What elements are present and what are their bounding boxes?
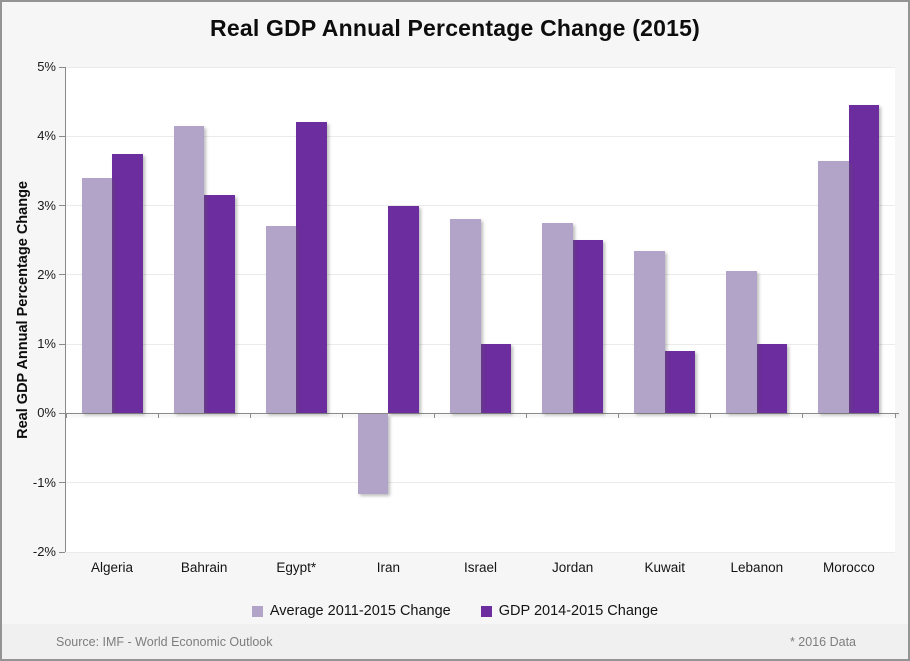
y-axis-title: Real GDP Annual Percentage Change xyxy=(15,180,31,439)
category-label-iran: Iran xyxy=(376,560,401,575)
category-label-algeria: Algeria xyxy=(91,560,134,575)
bar-gdp-israel xyxy=(480,344,511,414)
y-tick-label: 4% xyxy=(37,128,56,144)
y-gridline xyxy=(66,551,895,553)
category-label-morocco: Morocco xyxy=(823,560,875,575)
bar-gdp-bahrain xyxy=(204,195,235,414)
category-label-israel: Israel xyxy=(463,560,497,575)
bar-gdp-jordan xyxy=(572,240,604,414)
bar-average-morocco xyxy=(818,160,849,414)
bar-average-lebanon xyxy=(726,271,757,414)
y-tick-label: 2% xyxy=(37,266,56,282)
bar-average-iran xyxy=(357,413,389,494)
y-gridline xyxy=(66,482,895,484)
footer: Source: IMF - World Economic Outlook * 2… xyxy=(2,624,908,659)
y-axis-tick xyxy=(59,135,65,137)
zero-axis-line xyxy=(66,412,899,414)
y-tick-label: 1% xyxy=(37,336,56,352)
bar-gdp-kuwait xyxy=(664,351,696,414)
y-gridline xyxy=(66,205,895,207)
bar-average-jordan xyxy=(542,222,573,414)
legend-swatch xyxy=(251,605,263,617)
plot-area xyxy=(59,66,899,553)
y-gridline xyxy=(66,274,895,276)
bar-average-algeria xyxy=(81,177,113,414)
y-axis-tick xyxy=(59,343,65,345)
category-label-bahrain: Bahrain xyxy=(180,560,228,575)
y-axis-tick xyxy=(59,274,65,276)
legend: Average 2011-2015 Change GDP 2014-2015 Ch… xyxy=(2,603,908,619)
asterisk-note: * 2016 Data xyxy=(789,634,856,649)
bar-gdp-iran xyxy=(388,205,419,414)
legend-item: Average 2011-2015 Change xyxy=(251,603,451,619)
x-axis-tick xyxy=(157,413,159,419)
y-axis-tick xyxy=(59,205,65,207)
category-label-kuwait: Kuwait xyxy=(644,560,685,575)
y-axis-tick xyxy=(59,412,65,414)
source-note: Source: IMF - World Economic Outlook xyxy=(56,634,273,649)
x-axis-tick xyxy=(710,413,712,419)
y-tick-label: 0% xyxy=(37,405,56,421)
y-tick-label: 5% xyxy=(37,59,56,74)
y-tick-label: -1% xyxy=(32,474,56,490)
y-tick-label: 3% xyxy=(37,197,56,213)
x-axis-tick xyxy=(66,413,67,419)
bar-gdp-egypt xyxy=(296,122,327,414)
x-axis-tick xyxy=(802,413,804,419)
x-axis-tick xyxy=(249,413,251,419)
chart-title: Real GDP Annual Percentage Change (2015) xyxy=(210,15,700,41)
y-gridline xyxy=(66,135,895,137)
category-label-egypt: Egypt* xyxy=(276,560,317,575)
y-axis-tick xyxy=(59,482,65,484)
legend-item: GDP 2014-2015 Change xyxy=(480,603,659,619)
legend-label: Average 2011-2015 Change xyxy=(269,603,451,619)
y-gridline xyxy=(66,66,895,68)
x-axis-tick xyxy=(433,413,435,419)
bar-average-egypt xyxy=(265,226,297,414)
bar-gdp-morocco xyxy=(848,105,880,414)
legend-swatch xyxy=(480,605,492,617)
y-axis-tick xyxy=(59,66,65,68)
legend-label: GDP 2014-2015 Change xyxy=(498,603,659,619)
y-axis-line xyxy=(65,67,66,552)
x-axis-tick xyxy=(526,413,528,419)
x-axis-tick xyxy=(618,413,620,419)
category-label-jordan: Jordan xyxy=(551,560,594,575)
y-tick-label: -2% xyxy=(32,544,56,559)
bar-average-kuwait xyxy=(634,250,665,414)
category-label-lebanon: Lebanon xyxy=(730,560,784,575)
y-axis-tick xyxy=(59,551,65,553)
bar-average-bahrain xyxy=(173,125,205,414)
x-axis-tick xyxy=(341,413,343,419)
bar-gdp-algeria xyxy=(112,153,143,414)
bar-average-israel xyxy=(450,219,481,414)
x-axis-tick xyxy=(894,413,896,419)
bar-gdp-lebanon xyxy=(756,344,788,414)
